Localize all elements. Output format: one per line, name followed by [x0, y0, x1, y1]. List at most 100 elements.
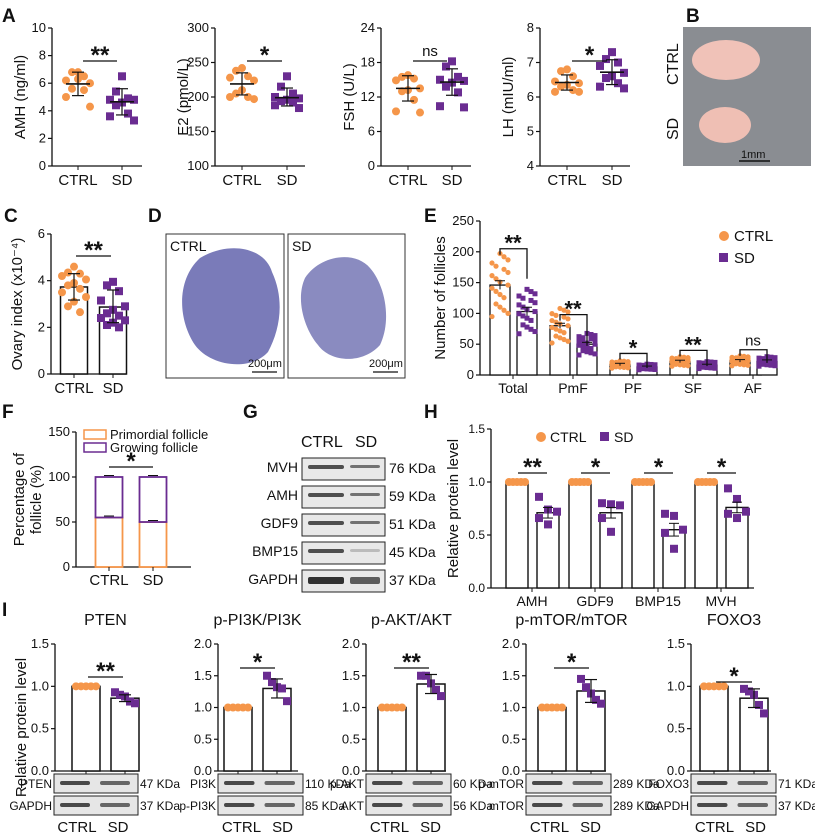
data-point-ctrl — [621, 360, 627, 366]
data-point-sd — [708, 360, 714, 366]
y-tick-label: 1.0 — [502, 700, 520, 715]
y-tick-label: 0.5 — [194, 731, 212, 746]
data-point-ctrl — [489, 313, 495, 320]
data-point-ctrl — [64, 281, 72, 290]
x-tick-label: CTRL — [530, 819, 569, 836]
bar-sd — [110, 697, 140, 772]
y-tick-label: 0.0 — [502, 763, 520, 778]
data-point-sd — [588, 350, 594, 356]
ovary-ctrl-image — [692, 40, 760, 80]
data-point-sd — [516, 302, 522, 308]
y-tick-label: 24 — [361, 20, 375, 35]
data-point-sd — [106, 112, 114, 121]
blot-protein-label: MVH — [267, 459, 298, 475]
data-point-sd — [535, 514, 543, 523]
data-point-ctrl — [557, 67, 565, 76]
chart-title: FOXO3 — [707, 612, 761, 629]
data-point-sd — [524, 324, 530, 330]
blot-band-ctrl — [60, 781, 90, 785]
data-point-ctrl — [493, 263, 499, 269]
significance-label: ** — [684, 332, 702, 357]
data-point-sd — [768, 362, 774, 368]
bar-ctrl — [377, 706, 407, 772]
data-point-sd — [661, 509, 669, 518]
data-point-sd — [576, 338, 582, 344]
blot-protein-label: GAPDH — [248, 571, 298, 587]
data-point-ctrl — [238, 64, 246, 73]
y-tick-label: 300 — [187, 20, 209, 35]
data-point-ctrl — [557, 328, 563, 334]
data-point-sd — [263, 671, 271, 680]
y-tick-label: 1.5 — [342, 668, 360, 683]
x-tick-label: SF — [684, 380, 702, 396]
y-tick-label: 2 — [38, 319, 45, 334]
data-point-sd — [670, 511, 678, 520]
significance-label: * — [585, 42, 595, 69]
blot-band-sd — [264, 803, 295, 807]
blot-band-ctrl — [532, 803, 563, 807]
data-point-sd — [103, 309, 111, 318]
data-point-ctrl — [232, 89, 240, 98]
data-point-sd — [520, 313, 526, 319]
blot-band-ctrl — [308, 577, 344, 584]
blot-column-sd: SD — [355, 434, 377, 451]
x-tick-label: CTRL — [89, 572, 128, 589]
blot-band-ctrl — [308, 493, 344, 497]
data-point-sd — [592, 333, 598, 339]
data-point-sd — [442, 82, 450, 91]
data-point-sd — [597, 699, 605, 708]
chart-a3: 0 6 12 18 24 CTRL SD ns FSH (U/L) — [341, 20, 471, 189]
data-point-sd — [733, 494, 741, 503]
legend-label-sd: SD — [614, 429, 633, 445]
data-point-ctrl — [250, 95, 258, 104]
data-point-sd — [588, 346, 594, 352]
significance-bracket — [619, 352, 648, 368]
x-tick-label: AMH — [516, 593, 547, 609]
data-point-ctrl — [250, 76, 258, 85]
data-point-sd — [111, 688, 119, 697]
data-point-ctrl — [741, 362, 747, 368]
data-point-sd — [124, 109, 132, 118]
data-point-ctrl — [80, 72, 88, 81]
blot-kda-label: 45 KDa — [389, 544, 436, 560]
blot-kda-label: 59 KDa — [389, 488, 436, 504]
data-point-ctrl — [685, 363, 691, 369]
data-point-ctrl — [677, 354, 683, 360]
blot-strip — [301, 541, 386, 565]
y-axis-label: E2 (pmol/L) — [175, 58, 192, 136]
data-point-ctrl — [497, 291, 503, 298]
y-tick-label: 0.0 — [31, 763, 49, 778]
x-tick-label: CTRL — [547, 172, 586, 189]
data-point-ctrl — [501, 307, 507, 313]
chart-title: p-AKT/AKT — [371, 612, 452, 629]
data-point-sd — [598, 499, 606, 508]
data-point-ctrl — [62, 76, 70, 85]
x-tick-label: CTRL — [222, 819, 261, 836]
data-point-sd — [724, 484, 732, 493]
y-tick-label: 0 — [39, 158, 46, 173]
blot-band-sd — [737, 781, 768, 785]
y-tick-label: 1.5 — [468, 422, 485, 436]
blot-band-ctrl — [697, 803, 728, 807]
panel-label-i: I — [2, 600, 7, 621]
data-point-sd — [289, 98, 297, 107]
data-point-sd — [640, 366, 646, 372]
chart-i3: 0.0 0.5 1.0 1.5 2.0 ** p-AKT/AKT — [342, 612, 452, 778]
panel-d-histology: CTRL 200μm SD 200μm — [165, 233, 406, 379]
data-point-sd — [661, 528, 669, 537]
data-point-sd — [436, 102, 444, 111]
data-point-sd — [448, 57, 456, 66]
blot-band-sd — [100, 803, 130, 807]
data-point-sd — [535, 492, 543, 501]
data-point-sd — [97, 296, 105, 305]
blot-band-sd — [737, 803, 768, 807]
blot-band-sd — [350, 465, 380, 468]
blot-protein-label: FOXO3 — [648, 777, 689, 791]
y-tick-label: 150 — [187, 124, 209, 139]
legend-marker-primordial — [83, 429, 107, 440]
x-tick-label: SD — [108, 819, 129, 836]
bar-growing — [138, 476, 168, 523]
significance-bracket — [739, 349, 768, 363]
y-tick-label: 200 — [452, 244, 474, 259]
